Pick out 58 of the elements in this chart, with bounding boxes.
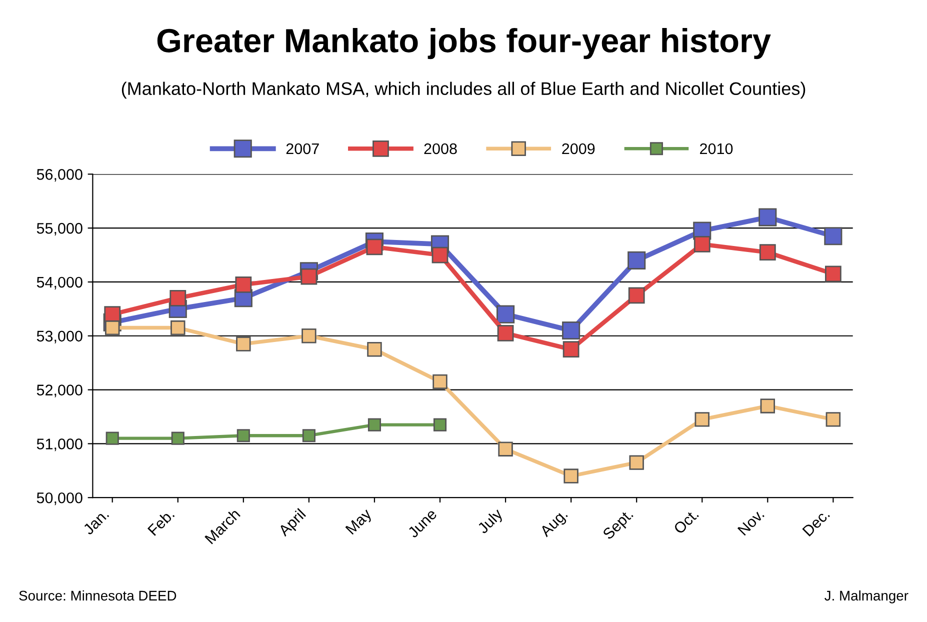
y-tick-label: 50,000: [36, 492, 82, 506]
y-tick-label: 52,000: [36, 384, 82, 398]
point: [302, 429, 316, 442]
point: [496, 305, 515, 324]
x-tick-label: Jan.: [82, 508, 110, 536]
point: [170, 290, 186, 306]
point: [824, 266, 842, 282]
point: [629, 455, 644, 470]
y-tick-label: 54,000: [36, 276, 82, 290]
point: [302, 328, 316, 344]
chart-title: Greater Mankato jobs four-year history: [157, 28, 771, 60]
point: [694, 412, 710, 427]
point: [498, 442, 513, 456]
x-tick-label: Nov.: [737, 508, 765, 536]
point: [562, 321, 580, 340]
point: [497, 324, 514, 342]
y-tick-label: 55,000: [36, 222, 82, 236]
point: [826, 412, 841, 427]
point: [170, 320, 186, 336]
x-tick-label: July: [476, 507, 506, 536]
point: [432, 374, 448, 390]
y-tick-label: 51,000: [36, 438, 82, 452]
point: [235, 276, 252, 293]
point: [562, 341, 580, 358]
y-tick-label: 53,000: [36, 330, 82, 344]
point: [564, 468, 578, 484]
legend-label: 2008: [424, 143, 457, 154]
legend-label: 2007: [286, 143, 319, 154]
point: [368, 418, 382, 432]
legend-label: 2009: [562, 143, 595, 154]
point: [758, 208, 777, 226]
point: [106, 432, 119, 445]
point: [694, 236, 710, 252]
point: [104, 306, 121, 323]
point: [760, 398, 776, 414]
point: [104, 320, 120, 336]
chart-subtitle: (Mankato-North Mankato MSA, which includes all of Blue Earth and Nicollet Counties): [122, 82, 806, 99]
point: [433, 418, 447, 432]
text: J. Malmanger: [824, 590, 908, 604]
y-tick-label: 56,000: [36, 169, 82, 182]
point: [367, 342, 382, 357]
x-tick-label: Oct.: [673, 508, 699, 535]
point: [628, 287, 645, 304]
x-tick-label: Feb.: [147, 508, 175, 536]
source-note: Source: Minnesota DEED: [19, 590, 176, 601]
x-tick-label: Aug.: [539, 508, 570, 540]
point: [432, 246, 448, 264]
x-tick-label: May: [345, 508, 374, 537]
x-tick-label: Dec.: [802, 508, 830, 537]
point: [236, 336, 251, 352]
point: [759, 244, 776, 261]
point: [300, 268, 318, 285]
point: [628, 251, 646, 270]
legend-label: 2010: [700, 143, 733, 154]
point: [366, 238, 383, 256]
point: [171, 432, 184, 445]
point: [236, 429, 250, 442]
point: [824, 227, 842, 246]
